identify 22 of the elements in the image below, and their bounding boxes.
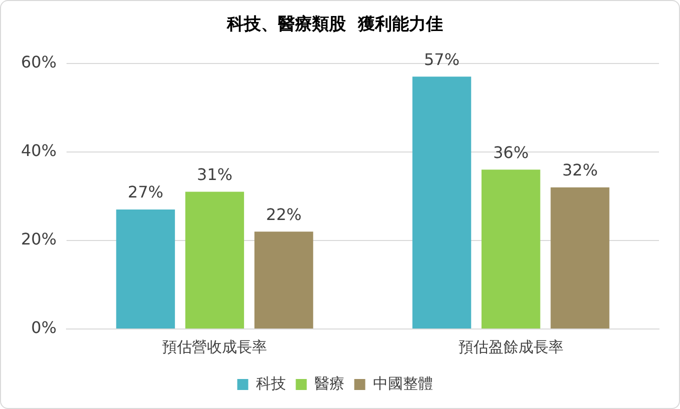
y-tick-label: 0% [31,318,57,338]
legend-label: 中國整體 [372,374,433,392]
bar [482,170,540,328]
bar [254,232,314,328]
y-tick-label: 20% [21,230,57,249]
data-label: 31% [196,164,232,184]
data-label: 57% [424,50,460,69]
y-tick-label: 40% [21,141,57,160]
data-label: 27% [128,182,164,202]
chart-title: 科技、醫療類股 獲利能力佳 [226,14,443,35]
data-label: 32% [562,160,598,180]
data-label: 36% [493,142,529,162]
bar [550,187,610,328]
bar [116,209,175,328]
legend-label: 醫療 [314,374,344,392]
x-tick-label: 預估營收成長率 [162,338,268,356]
legend-label: 科技 [256,374,286,392]
data-label: 22% [266,204,302,224]
y-tick-label: 60% [21,52,57,72]
bar [185,192,244,328]
bar [412,76,472,328]
x-tick-label: 預估盈餘成長率 [458,338,564,356]
